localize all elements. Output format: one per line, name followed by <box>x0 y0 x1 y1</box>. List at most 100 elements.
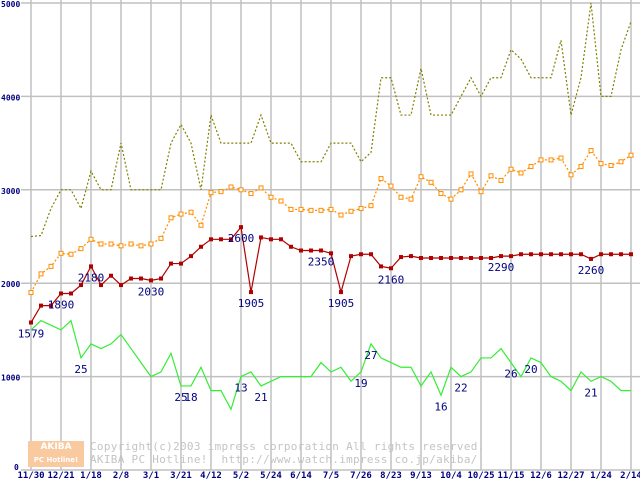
data-point <box>228 184 234 190</box>
data-label: 2290 <box>488 261 515 274</box>
data-point <box>608 163 614 169</box>
data-label: 27 <box>364 349 377 362</box>
data-point <box>599 252 603 257</box>
data-point <box>399 255 403 260</box>
data-point <box>418 174 424 180</box>
x-tick-label: 2/8 <box>113 471 129 480</box>
data-point <box>378 176 384 182</box>
data-point <box>539 252 543 257</box>
x-tick-label: 3/21 <box>170 471 192 480</box>
x-tick-label: 12/21 <box>47 471 74 480</box>
x-tick-label: 8/23 <box>380 471 402 480</box>
x-tick-label: 9/13 <box>410 471 432 480</box>
data-point <box>409 254 413 259</box>
data-point <box>239 225 243 230</box>
data-point <box>548 157 554 163</box>
data-point <box>138 243 144 249</box>
data-point <box>429 255 433 260</box>
data-point <box>109 273 113 278</box>
data-point <box>339 290 343 295</box>
logo-text-bottom: PC Hotline! <box>33 456 79 464</box>
x-tick-label: 4/12 <box>200 471 222 480</box>
data-point <box>419 255 423 260</box>
data-point <box>468 171 474 177</box>
data-point <box>558 155 564 161</box>
data-point <box>158 235 164 241</box>
data-point <box>248 191 254 197</box>
data-point <box>308 207 314 213</box>
data-point <box>279 237 283 242</box>
data-point <box>568 172 574 178</box>
data-point <box>498 177 504 183</box>
data-point <box>119 283 123 288</box>
data-label: 21 <box>584 386 597 399</box>
data-label: 1579 <box>18 328 45 341</box>
data-point <box>299 248 303 253</box>
data-point <box>269 237 273 242</box>
data-point <box>259 235 263 240</box>
data-point <box>509 254 513 259</box>
data-point <box>188 209 194 215</box>
data-point <box>278 198 284 204</box>
data-point <box>99 283 103 288</box>
data-point <box>98 241 104 247</box>
x-tick-label: 7/5 <box>323 471 339 480</box>
data-point <box>359 252 363 257</box>
data-point <box>258 185 264 191</box>
data-label: 2030 <box>138 285 165 298</box>
data-point <box>349 254 353 259</box>
data-point <box>379 264 383 269</box>
data-point <box>328 206 334 212</box>
x-tick-label: 5/24 <box>260 471 282 480</box>
data-point <box>489 255 493 260</box>
data-point <box>549 252 553 257</box>
data-point <box>79 283 83 288</box>
data-point <box>408 196 414 202</box>
y-tick-label: 3000 <box>1 187 20 196</box>
data-point <box>338 212 344 218</box>
data-label: 13 <box>234 382 247 395</box>
data-point <box>469 255 473 260</box>
data-point <box>478 189 484 195</box>
data-point <box>439 255 443 260</box>
data-label: 1905 <box>328 297 355 310</box>
data-point <box>58 250 64 256</box>
data-point <box>149 278 153 283</box>
data-point <box>628 152 634 158</box>
site-url-text: AKIBA PC Hotline! http://www.watch.impre… <box>90 453 478 466</box>
data-label: 16 <box>434 400 447 413</box>
x-tick-label: 7/26 <box>350 471 372 480</box>
data-point <box>118 243 124 249</box>
data-point <box>159 276 163 281</box>
data-label: 18 <box>184 391 197 404</box>
data-point <box>428 179 434 185</box>
data-point <box>219 237 223 242</box>
data-point <box>609 252 613 257</box>
data-point <box>488 173 494 179</box>
data-point <box>298 206 304 212</box>
data-point <box>519 252 523 257</box>
data-point <box>289 244 293 249</box>
data-point <box>588 148 594 154</box>
data-label: 21 <box>254 391 267 404</box>
data-point <box>129 276 133 281</box>
data-point <box>398 194 404 200</box>
y-tick-label: 0 <box>14 463 19 472</box>
data-point <box>309 248 313 253</box>
data-point <box>528 163 534 169</box>
data-point <box>579 252 583 257</box>
data-point <box>388 183 394 189</box>
data-point <box>629 252 633 257</box>
data-point <box>189 254 193 259</box>
data-point <box>59 291 63 296</box>
data-point <box>449 255 453 260</box>
data-point <box>28 290 34 296</box>
x-tick-label: 12/6 <box>530 471 552 480</box>
data-point <box>358 205 364 211</box>
data-point <box>78 246 84 252</box>
x-tick-label: 11/30 <box>17 471 44 480</box>
data-label: 2600 <box>228 232 255 245</box>
data-point <box>268 194 274 200</box>
